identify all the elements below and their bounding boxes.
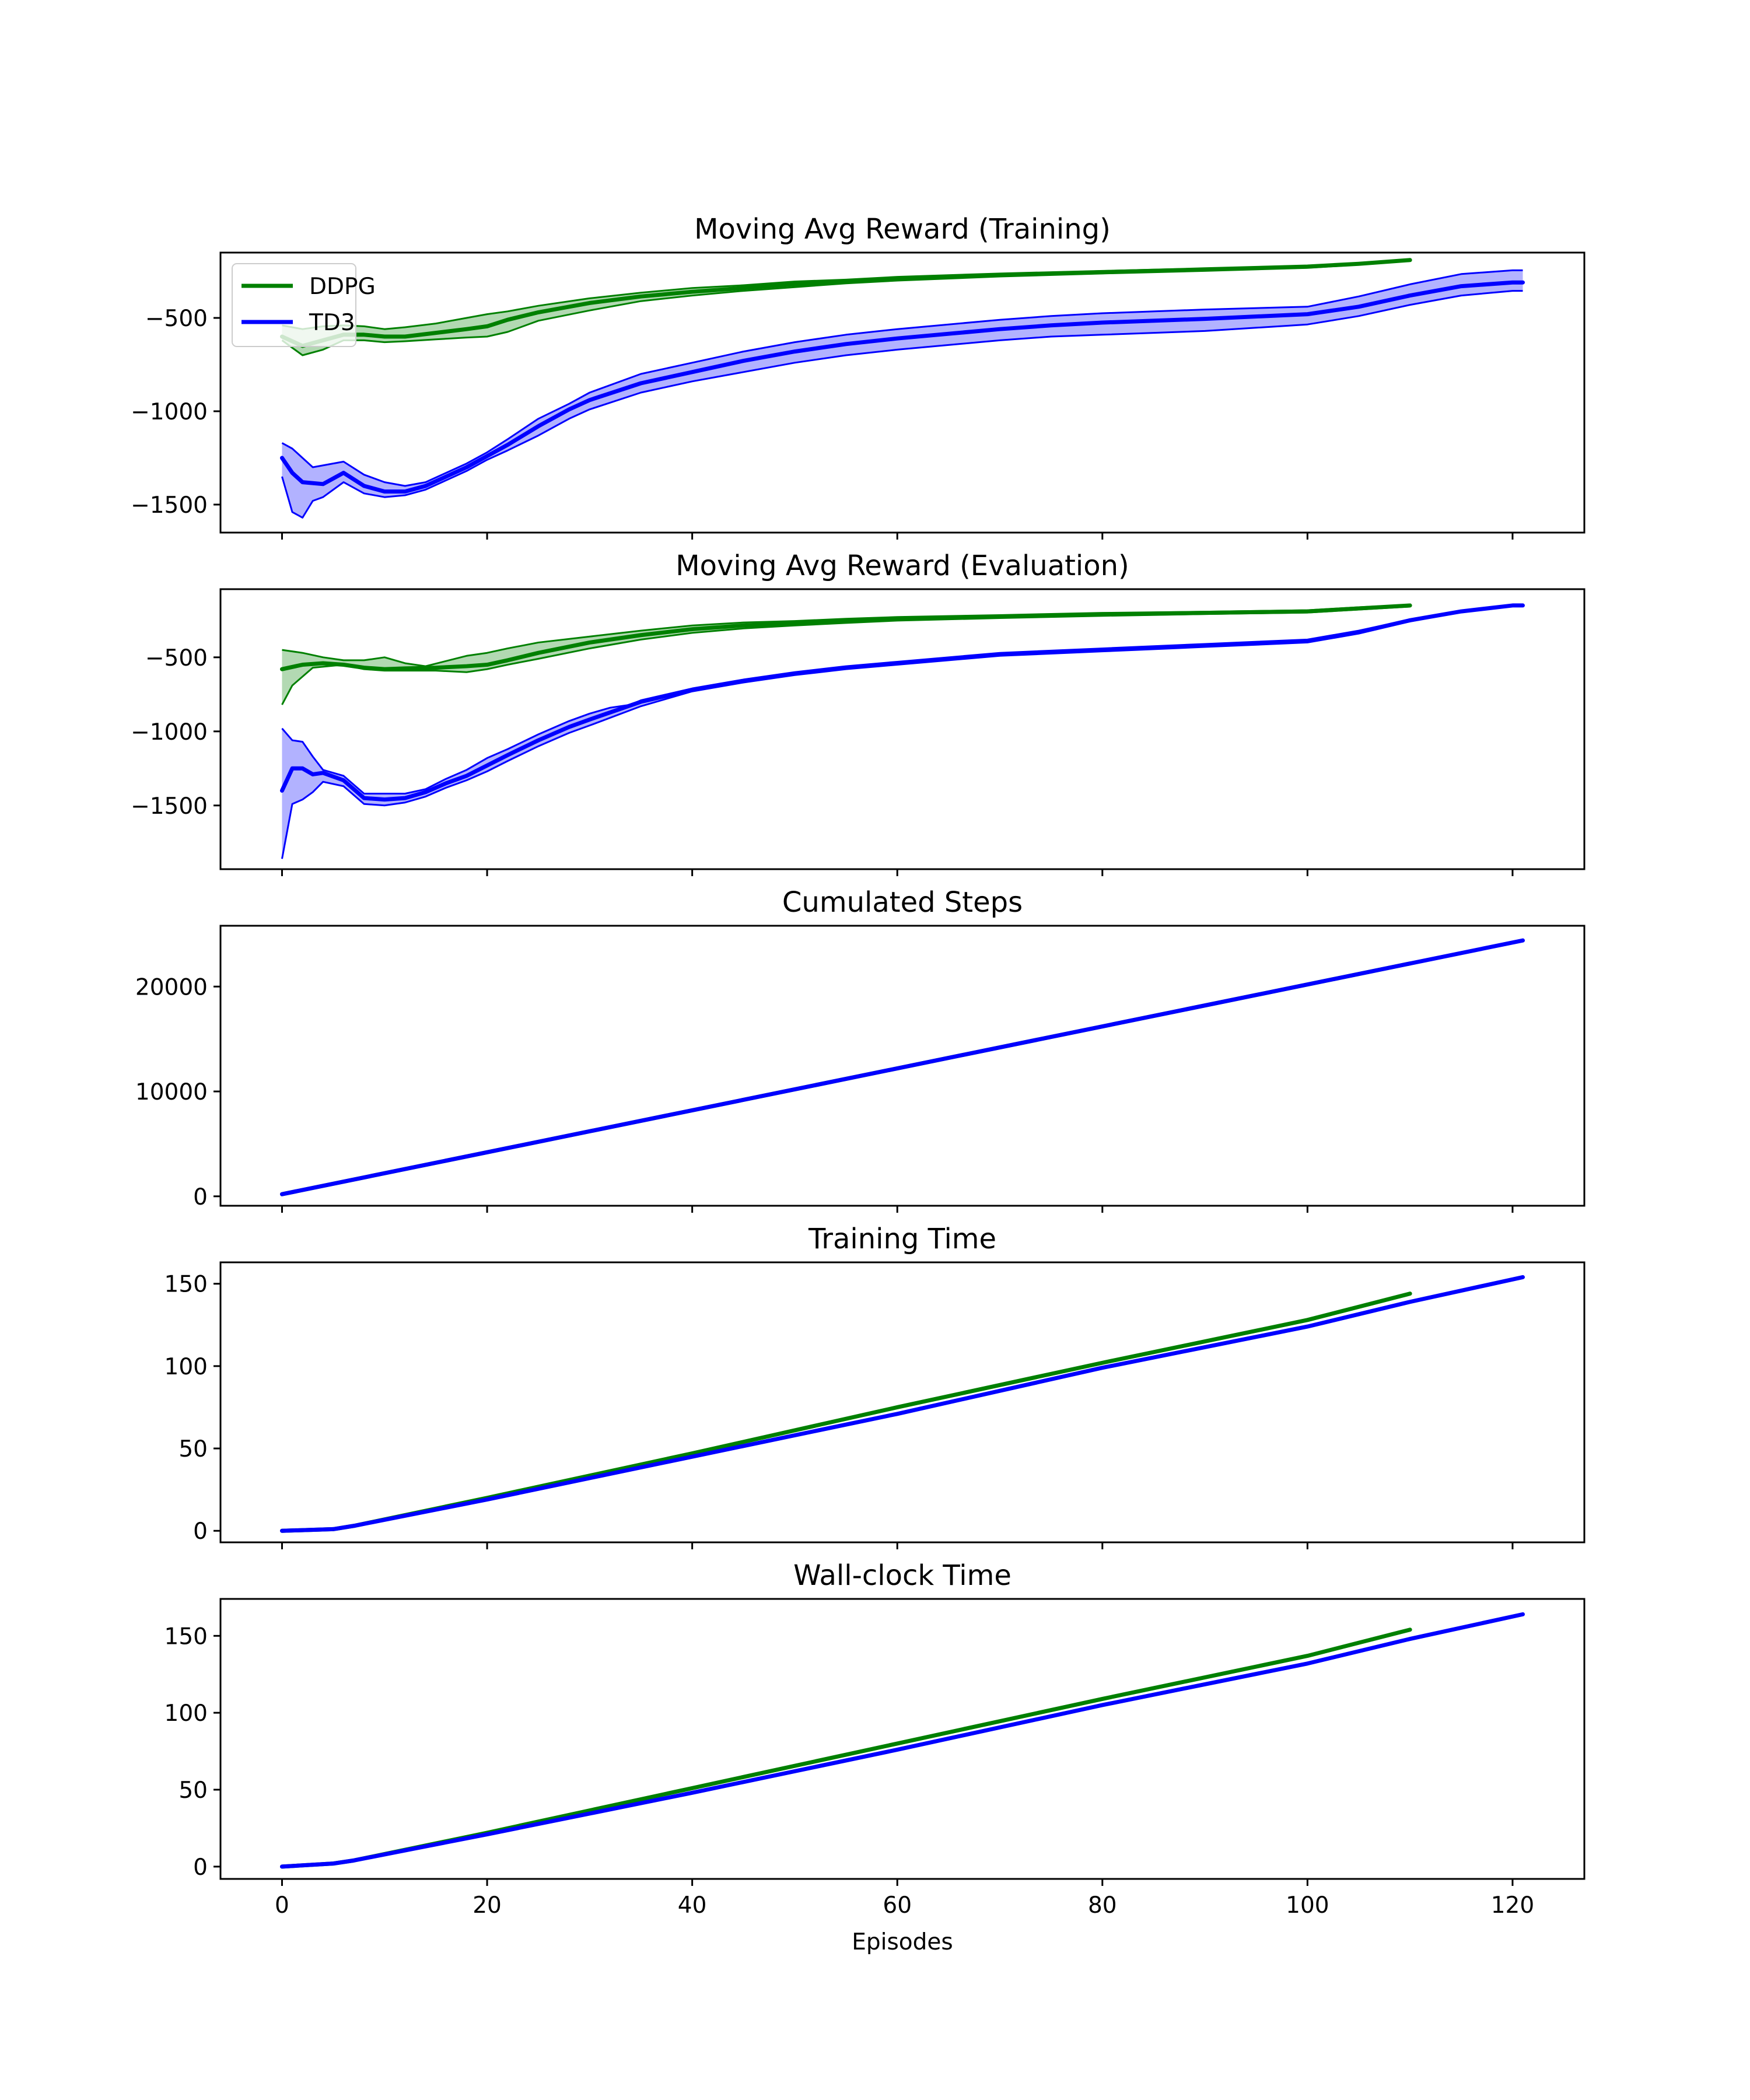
- axes-frame: [219, 251, 1586, 534]
- panel-4: Training Time 0 50 100 150: [164, 1223, 1586, 1549]
- x-tick-label: 40: [678, 1892, 707, 1919]
- y-tick-label: 10000: [135, 1079, 208, 1105]
- td3-band-upper: [281, 269, 1523, 487]
- y-tick-label: 50: [178, 1436, 208, 1462]
- y-tick-label: −1500: [131, 793, 208, 820]
- y-tick-label: −500: [145, 306, 208, 332]
- y-tick-label: 150: [164, 1623, 208, 1650]
- y-tick-label: 20000: [135, 974, 208, 1000]
- panel-2: Moving Avg Reward (Evaluation) −500 −1000 −…: [131, 550, 1586, 876]
- panel-title: Wall-clock Time: [793, 1559, 1012, 1592]
- y-tick-label: −500: [145, 645, 208, 671]
- x-axis-label: Episodes: [852, 1929, 953, 1955]
- td3-band-upper: [281, 604, 1523, 794]
- axes-frame: [219, 588, 1586, 870]
- panel-title: Moving Avg Reward (Training): [694, 213, 1111, 246]
- td3-line: [279, 603, 1525, 802]
- panel-title: Training Time: [808, 1223, 996, 1255]
- plot-area: [279, 1612, 1525, 1869]
- ddpg-line: [279, 1628, 1412, 1869]
- td3-line: [279, 938, 1525, 1196]
- axes-frame: [219, 1261, 1586, 1544]
- td3-band-lower: [281, 290, 1523, 519]
- plot-area: [279, 258, 1525, 519]
- y-tick-label: −1500: [131, 492, 208, 519]
- td3-band: [282, 604, 1523, 859]
- td3-band: [282, 270, 1523, 518]
- x-tick-label: 20: [473, 1892, 502, 1919]
- ddpg-line: [279, 258, 1412, 348]
- y-tick-label: 50: [178, 1777, 208, 1804]
- legend: DDPG TD3: [232, 263, 376, 347]
- td3-line: [279, 280, 1525, 494]
- x-tick-label: 60: [883, 1892, 912, 1919]
- y-tick-label: 100: [164, 1354, 208, 1380]
- panel-3: Cumulated Steps 0 10000 20000: [135, 886, 1586, 1213]
- td3-line: [279, 1275, 1525, 1533]
- x-tick-label: 80: [1088, 1892, 1117, 1919]
- y-tick-label: 0: [193, 1518, 208, 1545]
- panel-1: Moving Avg Reward (Training) −500 −1000 −15…: [131, 213, 1586, 540]
- y-tick-label: 0: [193, 1854, 208, 1881]
- plot-area: [279, 1275, 1525, 1533]
- legend-label-ddpg: DDPG: [309, 274, 376, 300]
- x-tick-label: 100: [1286, 1892, 1329, 1919]
- ddpg-band: [282, 604, 1410, 705]
- panels: Moving Avg Reward (Training) −500 −1000 −15…: [131, 213, 1586, 1919]
- axes-frame: [219, 925, 1586, 1207]
- y-tick-label: −1000: [131, 399, 208, 425]
- legend-label-td3: TD3: [309, 310, 355, 336]
- plot-area: [279, 938, 1525, 1196]
- panel-title: Moving Avg Reward (Evaluation): [676, 550, 1129, 582]
- ddpg-line: [279, 1292, 1412, 1533]
- panel-5: Wall-clock Time 0 50 100 150 0 20 40 60 80 100 120: [164, 1559, 1586, 1919]
- x-tick-label: 120: [1491, 1892, 1534, 1919]
- y-tick-label: 150: [164, 1272, 208, 1298]
- y-tick-label: 0: [193, 1184, 208, 1210]
- td3-band-lower: [281, 605, 1523, 859]
- ddpg-line: [279, 603, 1412, 671]
- x-tick-label: 0: [275, 1892, 289, 1919]
- y-tick-label: −1000: [131, 719, 208, 746]
- td3-line: [279, 1612, 1525, 1869]
- panel-title: Cumulated Steps: [782, 886, 1023, 919]
- plot-area: [279, 603, 1525, 859]
- y-tick-label: 100: [164, 1700, 208, 1727]
- axes-frame: [219, 1598, 1586, 1880]
